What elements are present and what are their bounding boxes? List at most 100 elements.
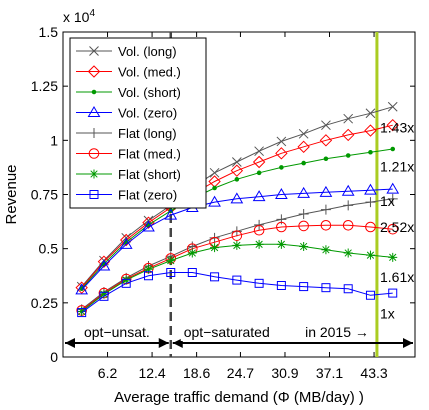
data-point [343,284,353,294]
series-line [81,272,393,314]
data-point [343,248,353,258]
data-point [298,209,309,219]
legend-entry: Flat (med.) [76,147,181,162]
region-label-opt-saturated: opt−saturated [184,324,270,340]
data-point [231,230,243,241]
y-tick-label: 0.25 [31,295,58,311]
arrow-head [403,338,413,348]
data-point [388,288,398,298]
legend: Vol. (long) Vol. (med.) Vol. (short) Vol. (… [69,37,207,209]
data-point [276,214,287,225]
data-point [99,289,109,299]
y-multiplier-base: x 10 [63,9,90,25]
legend-marker [87,106,101,117]
data-point [298,128,309,139]
x-tick-label: 6.2 [98,365,118,381]
data-point [210,272,220,282]
legend-entry: Flat (short) [76,167,181,182]
legend-marker [89,190,99,199]
data-point [254,219,265,230]
data-point [364,124,377,137]
data-point [252,190,266,202]
y-tick-label: 0 [50,349,58,365]
data-point [323,156,329,162]
arrow-head [172,338,183,348]
region-label-bg [180,323,273,341]
data-point [365,250,375,260]
arrow-head [158,338,169,348]
data-point [119,237,133,249]
data-point [386,182,400,194]
data-point [387,101,398,112]
legend-label: Vol. (short) [118,85,181,100]
series-vol-long [76,101,398,292]
data-point [365,108,376,119]
data-point [297,186,311,198]
y-tick-label: 1 [50,132,58,148]
legend-entry: Vol. (zero) [76,106,177,121]
legend-marker [88,148,100,159]
data-point [390,146,396,152]
data-point [321,120,331,131]
data-point [212,185,217,191]
legend-marker [89,128,99,138]
data-point [365,197,376,208]
data-point [166,256,176,266]
legend-label: Flat (long) [118,126,177,141]
data-point [388,252,398,262]
data-point [164,208,178,220]
region-label-bg [302,323,372,341]
data-point [345,153,351,158]
legend-entry: Flat (zero) [76,188,177,203]
data-point [121,275,131,285]
x-tick-label: 37.1 [316,365,343,381]
legend-entry: Vol. (long) [76,44,177,59]
data-point [321,283,331,293]
legend-label: Vol. (zero) [118,106,177,121]
data-point [386,118,399,132]
data-point [276,239,286,249]
data-point [341,128,355,142]
data-point [77,308,87,318]
y-tick-label: 0.5 [39,241,59,257]
data-point [187,248,197,258]
series-flat-short [77,239,398,316]
data-point [364,183,377,195]
data-point [297,140,310,154]
data-point [319,134,333,147]
ratio-label: 1x [380,193,395,209]
data-point [121,278,131,288]
series-line [81,224,393,311]
data-point [232,240,242,250]
data-point [252,155,266,169]
data-point [343,200,354,211]
data-point [342,219,354,231]
legend-entry: Vol. (short) [76,85,181,100]
data-point [253,224,265,236]
y-multiplier-exponent: 4 [89,8,95,19]
y-axis-label: Revenue [3,164,20,224]
data-point [276,136,287,147]
data-point [209,167,220,178]
data-point [166,268,176,277]
x-axis-label: Average traffic demand (Φ (MB/day) ) [114,389,364,406]
data-point [299,242,309,251]
data-point [319,185,333,197]
data-point [254,278,264,288]
data-point [365,290,375,300]
legend-marker [87,65,101,78]
data-point [230,192,244,204]
legend-label: Flat (zero) [118,188,177,203]
data-point [341,184,355,196]
data-point [234,177,240,182]
legend-label: Flat (short) [118,167,181,182]
data-point [276,221,287,233]
legend-label: Vol. (long) [118,44,177,59]
data-point [368,149,373,155]
data-point [187,268,197,277]
data-point [120,233,133,247]
legend-marker [89,169,99,179]
data-point [143,264,153,274]
series-line [81,188,393,291]
data-point [256,170,262,176]
